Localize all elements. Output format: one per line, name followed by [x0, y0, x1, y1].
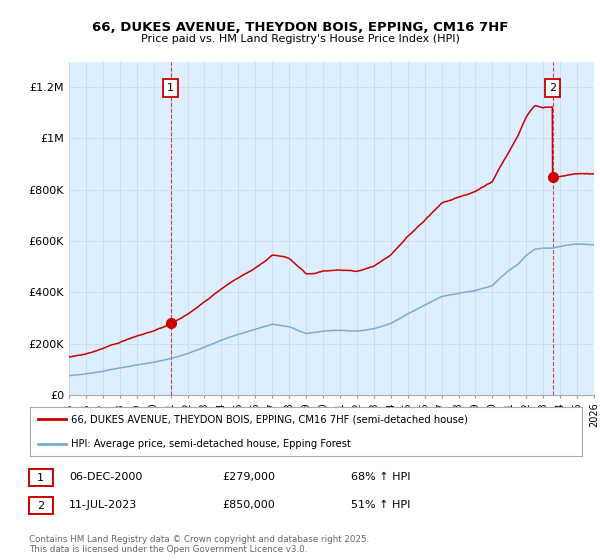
- Bar: [69, 62, 170, 395]
- Text: 68% ↑ HPI: 68% ↑ HPI: [351, 472, 410, 482]
- Text: HPI: Average price, semi-detached house, Epping Forest: HPI: Average price, semi-detached house,…: [71, 439, 351, 449]
- Text: 2: 2: [37, 501, 44, 511]
- Text: 51% ↑ HPI: 51% ↑ HPI: [351, 500, 410, 510]
- Text: Contains HM Land Registry data © Crown copyright and database right 2025.
This d: Contains HM Land Registry data © Crown c…: [29, 535, 369, 554]
- Text: 66, DUKES AVENUE, THEYDON BOIS, EPPING, CM16 7HF: 66, DUKES AVENUE, THEYDON BOIS, EPPING, …: [92, 21, 508, 34]
- Text: £279,000: £279,000: [222, 472, 275, 482]
- Text: 06-DEC-2000: 06-DEC-2000: [69, 472, 142, 482]
- Text: £850,000: £850,000: [222, 500, 275, 510]
- Text: Price paid vs. HM Land Registry's House Price Index (HPI): Price paid vs. HM Land Registry's House …: [140, 34, 460, 44]
- Text: 66, DUKES AVENUE, THEYDON BOIS, EPPING, CM16 7HF (semi-detached house): 66, DUKES AVENUE, THEYDON BOIS, EPPING, …: [71, 414, 468, 424]
- Text: 11-JUL-2023: 11-JUL-2023: [69, 500, 137, 510]
- Bar: [170, 62, 594, 395]
- Text: 1: 1: [167, 83, 174, 94]
- Text: 2: 2: [549, 83, 556, 94]
- Text: 1: 1: [37, 473, 44, 483]
